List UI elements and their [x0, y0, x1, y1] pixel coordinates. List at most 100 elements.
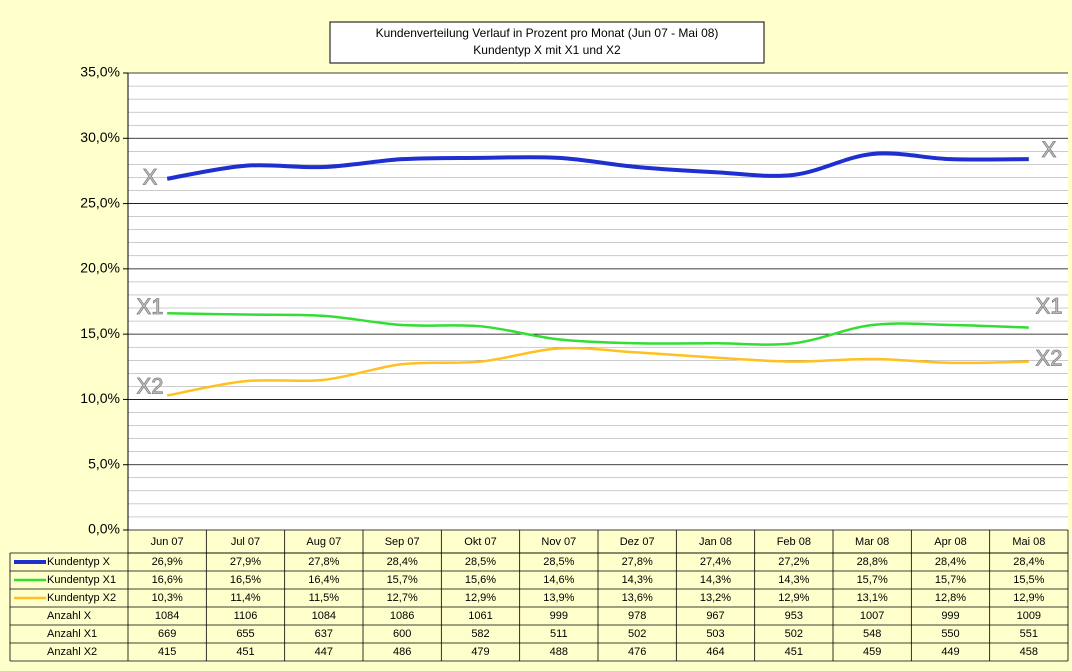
table-cell: 13,2% [700, 592, 731, 604]
table-cell: 27,4% [700, 556, 731, 568]
table-cell: 479 [471, 646, 489, 658]
table-cell: 1007 [860, 610, 884, 622]
table-cell: 488 [550, 646, 568, 658]
x-tick-label: Aug 07 [306, 536, 341, 548]
table-cell: 13,6% [622, 592, 653, 604]
x-tick-label: Nov 07 [541, 536, 576, 548]
table-cell: 502 [785, 628, 803, 640]
y-tick-label: 0,0% [88, 521, 120, 537]
series-line [166, 151, 1029, 181]
y-tick-label: 20,0% [80, 260, 120, 276]
line-label: X1 [137, 294, 164, 319]
table-cell: 10,3% [152, 592, 183, 604]
line-label: X [143, 165, 158, 190]
table-cell: 27,2% [778, 556, 809, 568]
table-cell: 1009 [1017, 610, 1041, 622]
line-label: X2 [1036, 345, 1063, 370]
table-cell: 28,8% [857, 556, 888, 568]
table-cell: 15,7% [387, 574, 418, 586]
table-cell: 551 [1020, 628, 1038, 640]
table-cell: 447 [315, 646, 333, 658]
table-cell: 28,5% [543, 556, 574, 568]
table-cell: 1086 [390, 610, 414, 622]
table-cell: 12,9% [1013, 592, 1044, 604]
x-tick-label: Jul 07 [231, 536, 260, 548]
table-cell: 458 [1020, 646, 1038, 658]
table-cell: 15,5% [1013, 574, 1044, 586]
x-tick-label: Mar 08 [855, 536, 889, 548]
y-tick-label: 15,0% [80, 325, 120, 341]
table-cell: 502 [628, 628, 646, 640]
table-cell: 11,5% [309, 592, 340, 604]
table-cell: 16,4% [308, 574, 339, 586]
table-cell: 451 [785, 646, 803, 658]
table-cell: 1084 [155, 610, 179, 622]
table-cell: 11,4% [230, 592, 261, 604]
plot-area [128, 73, 1068, 530]
table-cell: 15,7% [935, 574, 966, 586]
table-cell: 12,9% [465, 592, 496, 604]
table-cell: 1061 [468, 610, 492, 622]
table-cell: 511 [550, 628, 568, 640]
line-label: X2 [137, 373, 164, 398]
table-cell: 15,7% [857, 574, 888, 586]
table-cell: 16,6% [152, 574, 183, 586]
y-tick-label: 5,0% [88, 455, 120, 471]
row-label: Anzahl X2 [47, 646, 97, 658]
table-cell: 978 [628, 610, 646, 622]
table-cell: 1084 [312, 610, 336, 622]
table-cell: 12,9% [778, 592, 809, 604]
y-tick-label: 30,0% [80, 129, 120, 145]
title-box [329, 21, 765, 64]
table-cell: 459 [863, 646, 881, 658]
y-tick-label: 25,0% [80, 194, 120, 210]
chart-title: Kundenverteilung Verlauf in Prozent pro … [376, 26, 719, 40]
table-cell: 15,6% [465, 574, 496, 586]
row-label: Anzahl X [47, 610, 92, 622]
table-cell: 999 [941, 610, 959, 622]
x-tick-label: Jan 08 [699, 536, 732, 548]
y-tick-label: 35,0% [80, 64, 120, 80]
legend-label: Kundentyp X2 [47, 592, 116, 604]
legend-label: Kundentyp X [47, 556, 111, 568]
table-cell: 12,7% [387, 592, 418, 604]
table-cell: 14,3% [700, 574, 731, 586]
table-cell: 669 [158, 628, 176, 640]
legend-label: Kundentyp X1 [47, 574, 116, 586]
series-line [166, 346, 1029, 397]
table-cell: 548 [863, 628, 881, 640]
chart-subtitle: Kundentyp X mit X1 und X2 [473, 43, 621, 57]
y-tick-label: 10,0% [80, 390, 120, 406]
series-line [167, 312, 1029, 346]
row-label: Anzahl X1 [47, 628, 97, 640]
table-cell: 13,9% [543, 592, 574, 604]
x-tick-label: Mai 08 [1012, 536, 1045, 548]
table-cell: 550 [941, 628, 959, 640]
table-cell: 999 [550, 610, 568, 622]
table-cell: 476 [628, 646, 646, 658]
x-tick-label: Sep 07 [385, 536, 420, 548]
table-cell: 26,9% [152, 556, 183, 568]
line-label: X [1042, 137, 1057, 162]
table-cell: 28,4% [935, 556, 966, 568]
table-cell: 16,5% [230, 574, 261, 586]
table-cell: 953 [785, 610, 803, 622]
table-cell: 14,6% [543, 574, 574, 586]
table-cell: 582 [471, 628, 489, 640]
line-label: X1 [1036, 293, 1063, 318]
table-cell: 14,3% [622, 574, 653, 586]
x-tick-label: Jun 07 [151, 536, 184, 548]
x-tick-label: Dez 07 [620, 536, 655, 548]
table-cell: 13,1% [857, 592, 888, 604]
table-cell: 503 [706, 628, 724, 640]
x-tick-label: Apr 08 [934, 536, 966, 548]
table-cell: 486 [393, 646, 411, 658]
table-cell: 1106 [234, 610, 258, 622]
table-cell: 464 [706, 646, 724, 658]
table-cell: 28,4% [387, 556, 418, 568]
table-cell: 14,3% [778, 574, 809, 586]
table-cell: 637 [315, 628, 333, 640]
table-cell: 449 [941, 646, 959, 658]
x-tick-label: Okt 07 [464, 536, 496, 548]
